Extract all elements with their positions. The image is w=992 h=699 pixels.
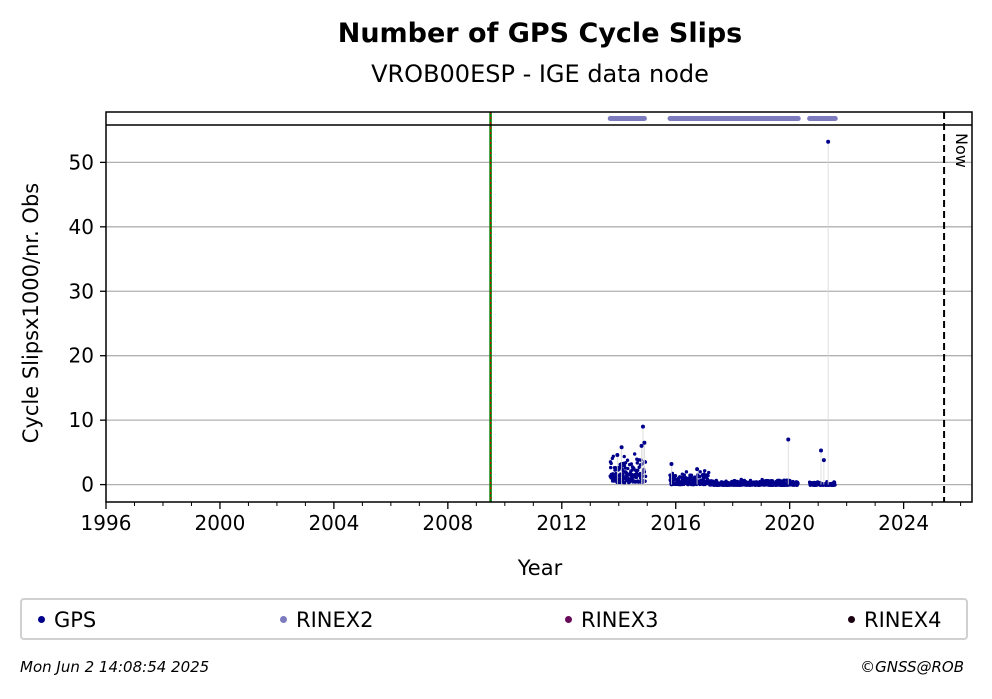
x-tick-label: 2024 [878, 511, 929, 535]
gps-data-point [673, 474, 678, 478]
gps-outlier-point [819, 448, 824, 453]
gps-data-point [621, 472, 625, 476]
legend-label-rinex3: RINEX3 [581, 608, 659, 632]
gps-outlier-point [619, 445, 624, 450]
gps-data-point [782, 478, 786, 482]
gps-data-point [611, 454, 616, 458]
y-tick-label: 30 [69, 279, 94, 303]
gps-data-point [626, 466, 630, 471]
plot-area: 0 10 20 30 40 50 1996 2000 2004 2008 2012 2016 2020 2… [69, 111, 973, 535]
legend-marker-rinex4 [848, 615, 855, 623]
gps-data-point [634, 475, 639, 480]
gps-outlier-point [695, 467, 700, 472]
gps-data-point [788, 479, 792, 483]
legend-label-gps: GPS [54, 608, 97, 632]
gps-data-point [609, 461, 613, 466]
gps-outlier-point [640, 424, 645, 429]
legend-marker-gps [38, 615, 45, 623]
gps-data-point [635, 461, 639, 465]
x-tick-label: 1996 [81, 511, 132, 535]
x-tick-label: 2020 [764, 511, 815, 535]
y-axis-label: Cycle Slipsx1000/nr. Obs [19, 183, 43, 443]
gps-data-point [760, 477, 764, 482]
y-tick-label: 40 [69, 215, 94, 239]
y-tick-label: 50 [69, 150, 94, 174]
gps-outlier-point [639, 443, 644, 448]
now-marker-label: Now [952, 133, 971, 168]
gps-data-point [623, 466, 627, 470]
legend-item-rinex3: RINEX3 [565, 609, 659, 631]
x-tick-label: 2016 [650, 511, 701, 535]
legend-marker-rinex2 [280, 615, 287, 623]
y-tick-label: 0 [81, 473, 94, 497]
gps-data-point [608, 465, 613, 470]
gps-outlier-point [669, 461, 674, 466]
legend-label-rinex4: RINEX4 [864, 608, 942, 632]
gps-data-point [702, 469, 707, 473]
gps-data-point [689, 473, 694, 477]
x-tick-label: 2012 [536, 511, 587, 535]
plot-frame [105, 111, 973, 503]
legend-item-rinex4: RINEX4 [848, 609, 942, 631]
y-tick-label: 10 [69, 408, 94, 432]
gps-data-point [682, 473, 686, 477]
gps-data-point [640, 462, 644, 466]
legend-item-rinex2: RINEX2 [280, 609, 374, 631]
gps-data-point [622, 454, 626, 459]
chart-title: Number of GPS Cycle Slips [338, 18, 743, 49]
legend: GPS RINEX2 RINEX3 RINEX4 [20, 598, 968, 640]
gps-data-point [625, 458, 630, 462]
legend-marker-rinex3 [565, 615, 572, 623]
x-tick-label: 2004 [308, 511, 359, 535]
gps-data-point [639, 458, 643, 462]
gps-data-point [796, 481, 800, 486]
gps-data-point [706, 473, 710, 478]
legend-item-gps: GPS [38, 609, 96, 631]
gps-data-point [684, 470, 689, 474]
gps-data-point [707, 470, 711, 475]
footer-copyright: ©GNSS@ROB [860, 658, 964, 676]
gps-outlier-point [642, 440, 647, 445]
gps-data-point [698, 470, 702, 474]
gps-data-point [629, 462, 634, 466]
legend-label-rinex2: RINEX2 [296, 608, 374, 632]
gps-data-point [636, 468, 640, 473]
gps-outlier-point [786, 437, 791, 442]
gps-data-point [698, 474, 702, 479]
gps-data-point [833, 483, 837, 487]
gps-data-point [632, 452, 637, 456]
footer-timestamp: Mon Jun 2 14:08:54 2025 [20, 658, 210, 676]
gps-data-point [623, 461, 628, 465]
x-axis-label: Year [517, 556, 563, 580]
y-tick-label: 20 [69, 344, 94, 368]
gps-outlier-point [826, 139, 831, 144]
x-tick-label: 2008 [422, 511, 473, 535]
cycle-slips-chart: Number of GPS Cycle Slips VROB00ESP - IG… [19, 18, 973, 580]
x-tick-label: 2000 [194, 511, 245, 535]
gps-outlier-point [615, 452, 620, 457]
chart-subtitle: VROB00ESP - IGE data node [371, 60, 709, 88]
gps-outlier-point [821, 458, 826, 463]
gps-data-point [643, 479, 647, 483]
gps-data-point [622, 480, 627, 485]
